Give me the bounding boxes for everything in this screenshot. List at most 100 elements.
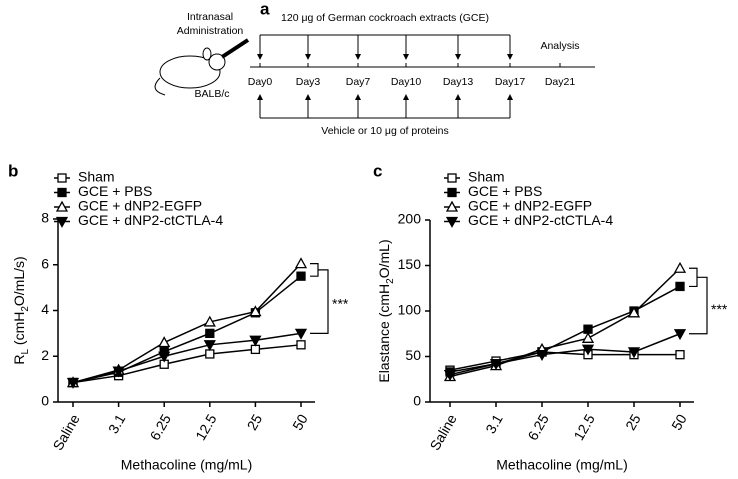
top-text: 120 μg of German cockroach extracts (GCE… — [281, 12, 489, 24]
arrow-head — [355, 94, 361, 100]
series-line — [72, 263, 302, 384]
marker — [205, 328, 215, 339]
y-axis-label-part: L — [20, 349, 31, 355]
x-tick-label: 50 — [668, 411, 690, 433]
legend-label: GCE + dNP2-EGFP — [468, 198, 592, 214]
marker — [203, 340, 216, 352]
strain-text: BALB/c — [194, 88, 229, 100]
route-text: Intranasal — [187, 11, 233, 23]
y-tick-label: 2 — [41, 347, 49, 363]
series — [445, 281, 685, 377]
arrow-head — [355, 54, 361, 60]
day-label: Day21 — [545, 76, 576, 88]
series-line — [449, 285, 681, 373]
x-tick-label: 50 — [289, 411, 311, 433]
day-label: Day10 — [391, 76, 422, 88]
marker — [447, 187, 457, 198]
arrow-head — [257, 54, 263, 60]
x-tick-label: 6.25 — [147, 411, 175, 443]
annotation: *** — [711, 301, 728, 317]
panel-label: c — [373, 161, 382, 180]
marker — [158, 351, 171, 363]
series-line — [449, 267, 681, 378]
marker — [57, 187, 67, 198]
marker — [158, 336, 171, 348]
x-tick-label: 12.5 — [570, 411, 598, 443]
x-tick-label: 3.1 — [105, 411, 129, 436]
series — [68, 340, 306, 388]
marker — [627, 347, 641, 359]
series — [66, 257, 308, 388]
marker — [581, 344, 595, 356]
series — [443, 329, 687, 382]
marker — [675, 281, 685, 292]
x-tick-label: 12.5 — [192, 411, 220, 443]
pipette — [220, 38, 250, 59]
arrow-head — [455, 94, 461, 100]
series — [66, 328, 308, 389]
y-axis-label: RL (cmH2O/mL/s) — [11, 256, 31, 364]
arrow-head — [507, 94, 513, 100]
arrow-head — [257, 94, 263, 100]
x-axis-label: Methacoline (mg/mL) — [496, 457, 628, 473]
route-text: Administration — [177, 25, 244, 37]
mouse-head — [208, 53, 226, 71]
marker — [249, 335, 262, 347]
y-axis-label-part: O/mL/s) — [11, 256, 27, 306]
marker — [66, 377, 80, 389]
y-axis-label-part: O/mL) — [376, 239, 392, 278]
marker — [55, 216, 69, 228]
day-label: Day0 — [248, 76, 273, 88]
x-tick-label: 25 — [622, 411, 644, 433]
marker — [581, 331, 595, 343]
marker — [55, 200, 69, 212]
series — [68, 271, 306, 388]
marker — [673, 329, 687, 341]
arrow-head — [403, 94, 409, 100]
end-text: Analysis — [540, 40, 579, 52]
legend-label: Sham — [78, 169, 115, 185]
y-tick-label: 200 — [398, 211, 422, 227]
y-axis-label-part: (cmH — [11, 312, 27, 349]
legend-label: Sham — [468, 169, 505, 185]
y-tick-label: 8 — [41, 210, 49, 226]
annotation: *** — [332, 295, 349, 311]
marker — [112, 366, 125, 378]
marker — [294, 257, 308, 269]
marker — [203, 315, 216, 327]
x-tick-label: 25 — [244, 411, 266, 433]
day-label: Day17 — [495, 76, 526, 88]
y-tick-label: 100 — [398, 302, 422, 318]
day-label: Day3 — [296, 76, 321, 88]
marker — [489, 359, 503, 371]
mouse-body — [159, 55, 221, 89]
series-line — [72, 344, 302, 384]
marker — [443, 370, 457, 382]
series-line — [449, 333, 681, 376]
significance-bracket — [689, 267, 708, 335]
legend-label: GCE + dNP2-ctCTLA-4 — [78, 212, 223, 228]
significance-bracket — [310, 263, 329, 334]
arrow-head — [305, 54, 311, 60]
arrow-head — [455, 54, 461, 60]
arrow-head — [305, 94, 311, 100]
y-axis-label: Elastance (cmH2O/mL) — [376, 239, 396, 382]
marker — [205, 349, 215, 359]
marker — [296, 271, 306, 281]
x-tick-label: Saline — [49, 411, 82, 453]
marker — [445, 200, 459, 212]
marker — [294, 328, 308, 340]
arrow-head — [403, 54, 409, 60]
bottom-text: Vehicle or 10 μg of proteins — [321, 125, 448, 137]
y-tick-label: 0 — [413, 393, 421, 409]
legend-label: GCE + dNP2-EGFP — [78, 198, 202, 214]
y-axis-label-part: 2 — [20, 306, 31, 312]
y-axis-label-part: R — [11, 355, 27, 365]
y-tick-label: 50 — [405, 347, 421, 363]
y-tick-label: 4 — [41, 301, 49, 317]
marker — [447, 173, 457, 183]
marker — [445, 216, 459, 228]
series-line — [449, 351, 680, 371]
y-tick-label: 150 — [398, 256, 422, 272]
